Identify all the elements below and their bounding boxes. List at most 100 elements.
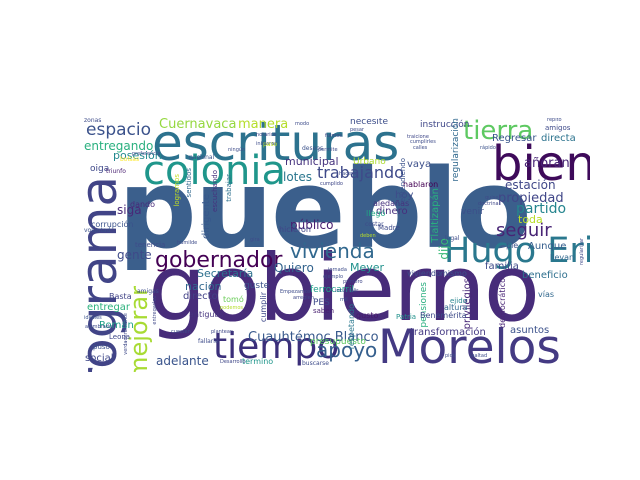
word: vaya	[407, 159, 432, 170]
word: ningún	[228, 147, 246, 153]
word: notarios	[256, 132, 277, 138]
word: entendiendo	[399, 158, 407, 203]
word: necesite	[350, 118, 388, 127]
word: arreglen	[293, 295, 314, 301]
word: corrupción	[91, 220, 134, 229]
word: logramos	[173, 174, 181, 207]
word: mil	[340, 297, 348, 303]
word: triunfo	[106, 168, 126, 175]
word: mismo	[440, 269, 467, 278]
word: adelante	[156, 354, 209, 368]
word: Desarrollo	[220, 359, 246, 365]
word: verdaderamente	[123, 313, 129, 355]
word: lotes	[283, 170, 313, 184]
word: ferrocarril	[310, 285, 354, 295]
word: Román	[99, 320, 134, 331]
word: añoran	[524, 156, 570, 171]
word: partido	[516, 201, 567, 217]
word: instrucción	[420, 120, 470, 130]
word: amigas	[137, 288, 159, 295]
word: pido	[445, 353, 456, 359]
word: Empezamos	[280, 289, 311, 295]
word: Cuauhtémoc Blanco	[248, 330, 379, 345]
word: traicione	[407, 134, 429, 140]
word: incumplir	[335, 288, 359, 294]
word: dando	[130, 200, 156, 209]
word: hablaron	[403, 180, 439, 189]
word: llegó	[366, 209, 386, 218]
word: hoy	[395, 190, 414, 201]
word: gobierno	[148, 235, 540, 342]
word: ejido	[450, 297, 467, 305]
word: apoyo	[316, 338, 378, 362]
word: Regresar	[492, 133, 537, 144]
word: PES	[313, 298, 330, 308]
word: Leona	[109, 333, 131, 341]
word: entregando	[84, 139, 154, 153]
word: Quiero	[274, 261, 314, 275]
word: Basta	[109, 292, 132, 301]
word: voluntad	[84, 227, 111, 234]
word: siga	[117, 203, 142, 217]
word: colonia	[143, 148, 287, 194]
word: espacio	[86, 120, 151, 140]
word: pie	[506, 241, 519, 250]
word: cumplido	[320, 181, 343, 187]
word: ideales	[84, 315, 102, 321]
word: trabajar	[225, 174, 233, 202]
word: guste	[244, 281, 270, 291]
word: Madre	[378, 224, 400, 232]
word: permite	[318, 147, 338, 153]
word: entregarles	[152, 296, 158, 325]
word: quise	[485, 195, 499, 201]
word: bien	[492, 136, 590, 192]
word: deseos	[302, 145, 324, 152]
word: municipal	[285, 155, 339, 168]
word: presupuesto	[310, 337, 366, 347]
word: termino	[242, 357, 274, 366]
word-cloud: pueblo gobierno escrituras Morelos progr…	[80, 118, 590, 372]
word: legal	[445, 235, 460, 242]
word: repito	[547, 118, 562, 123]
word: plantean	[211, 329, 234, 335]
word: doctrina	[478, 201, 499, 207]
word: Aunque	[528, 241, 567, 252]
word: nación	[185, 280, 222, 293]
word: fuimos	[325, 133, 342, 139]
word: paso	[263, 141, 278, 148]
word: Urbano	[353, 157, 386, 167]
word: beneficio	[522, 270, 568, 281]
word: entregar	[87, 302, 131, 313]
word: social	[85, 353, 114, 364]
word: toda	[518, 213, 543, 226]
word: Meyer	[350, 261, 385, 274]
word: tenencia	[135, 241, 166, 249]
word: pesar	[350, 127, 364, 133]
word: cuesten	[171, 329, 191, 335]
word: Morelos	[378, 320, 561, 372]
word: modo	[295, 121, 310, 127]
word: ejemplo	[323, 274, 344, 280]
word: escrituras	[152, 118, 400, 172]
word: Tlaltizapán	[430, 188, 441, 243]
word: gobernador	[155, 248, 283, 273]
word: antiguas	[189, 310, 224, 319]
word: deben	[360, 233, 376, 239]
word: nacional	[189, 154, 215, 161]
word: transformación	[410, 327, 486, 338]
word: manera	[238, 118, 289, 132]
word: fallarle	[198, 338, 219, 345]
word: Patria	[396, 313, 417, 321]
word: Cuernavaca	[159, 118, 237, 132]
word: gira	[250, 237, 260, 243]
word: propiedad	[498, 191, 564, 206]
word: gusto	[356, 311, 379, 320]
word: calles	[413, 145, 428, 151]
word: jornada	[328, 267, 347, 273]
word: regularizar	[579, 238, 585, 266]
word: puso	[93, 343, 110, 351]
word: tiempo	[213, 326, 340, 367]
word: pueblo	[118, 145, 532, 273]
word: oiga	[90, 164, 110, 174]
word: tomó	[223, 295, 244, 304]
